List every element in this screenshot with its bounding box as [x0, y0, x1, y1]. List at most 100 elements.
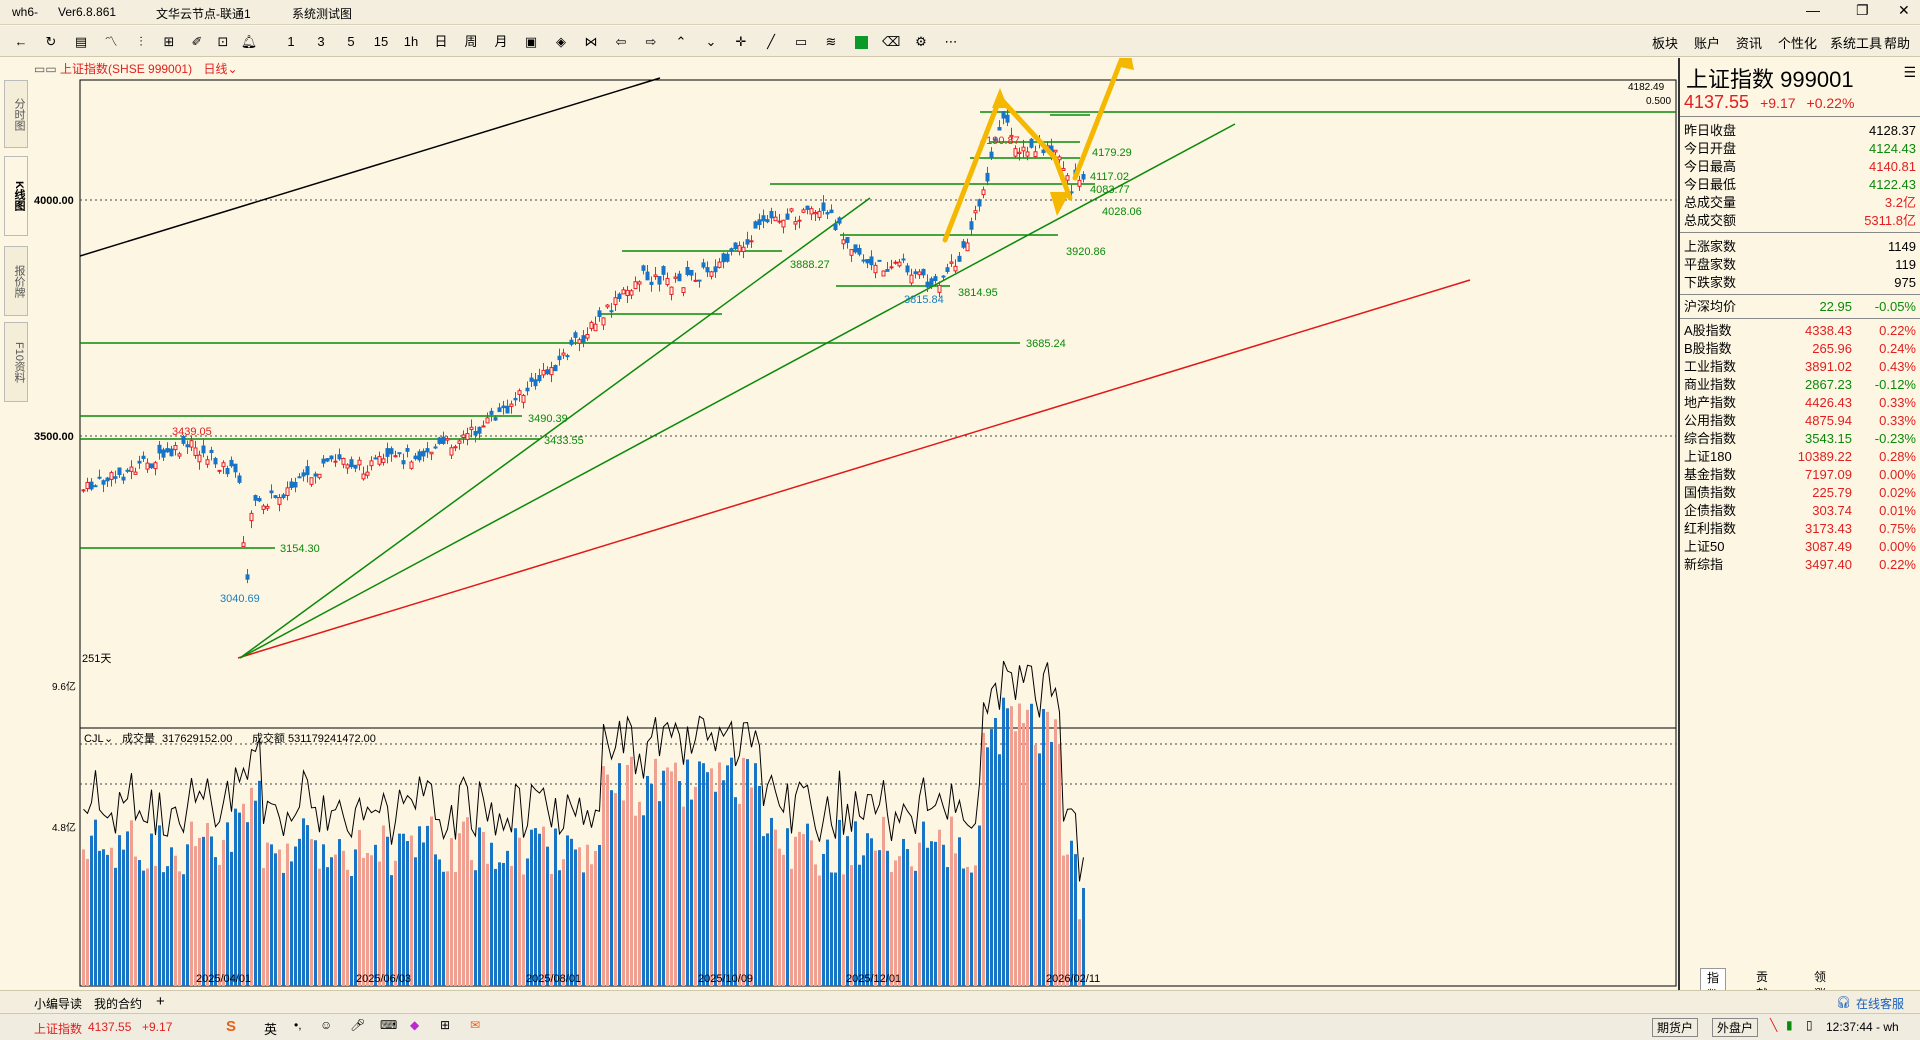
- tools-icon[interactable]: ✉: [470, 1018, 481, 1032]
- period-month[interactable]: 月: [494, 34, 508, 49]
- volume-bar: [454, 872, 457, 986]
- color-icon[interactable]: [852, 33, 870, 51]
- candle: [649, 281, 654, 285]
- minimize-button[interactable]: —: [1806, 2, 1820, 18]
- menu-news[interactable]: 资讯: [1736, 36, 1763, 51]
- period-1h[interactable]: 1h: [403, 34, 419, 49]
- mic-icon[interactable]: 🎤︎: [350, 1018, 366, 1032]
- add-button[interactable]: +: [156, 993, 165, 1010]
- next-icon[interactable]: ⇨: [645, 34, 657, 49]
- index-row[interactable]: 新综指 3497.40 0.22%: [1680, 554, 1920, 576]
- period-15[interactable]: 15: [373, 34, 389, 49]
- vol-chevron-icon[interactable]: ⌄: [104, 733, 113, 745]
- volume-bar: [994, 718, 997, 986]
- eraser-icon[interactable]: ⌫: [882, 34, 901, 49]
- candle: [185, 444, 190, 448]
- keyboard-icon[interactable]: ⌨: [380, 1018, 398, 1032]
- index-row[interactable]: 国债指数 225.79 0.02%: [1680, 482, 1920, 504]
- ime-logo-icon[interactable]: S: [226, 1018, 237, 1035]
- kline-chart[interactable]: 4000.00 3500.00 251天 9.6亿 4.8亿 4190.87 4…: [0, 58, 1678, 990]
- period-5[interactable]: 5: [347, 34, 355, 49]
- menu-personal[interactable]: 个性化: [1778, 36, 1818, 51]
- index-row[interactable]: 商业指数 2867.23 -0.12%: [1680, 374, 1920, 396]
- settings-icon[interactable]: ⚙: [915, 34, 927, 49]
- symbol-label[interactable]: 上证指数(SHSE 999001): [60, 62, 193, 76]
- tab-timeshare[interactable]: 分时图: [4, 80, 28, 148]
- back-icon[interactable]: ←: [14, 34, 28, 49]
- candle: [281, 494, 286, 498]
- zoom-icon[interactable]: ◈: [556, 34, 566, 49]
- draw-icon[interactable]: ✐: [191, 34, 203, 49]
- external-account-button[interactable]: 外盘户: [1712, 1018, 1759, 1037]
- my-contracts-link[interactable]: 我的合约: [94, 997, 143, 1011]
- index-row[interactable]: 工业指数 3891.02 0.43%: [1680, 356, 1920, 378]
- menu-icon[interactable]: ☰: [1903, 64, 1916, 80]
- candle: [449, 447, 454, 456]
- refresh-icon[interactable]: ↻: [45, 34, 57, 49]
- wave-icon[interactable]: ≋: [825, 34, 837, 49]
- headset-icon[interactable]: 🎧︎: [1836, 995, 1852, 1009]
- punctuation-icon[interactable]: •,: [294, 1018, 302, 1032]
- index-row[interactable]: 上证50 3087.49 0.00%: [1680, 536, 1920, 558]
- ime-language[interactable]: 英: [264, 1022, 278, 1037]
- index-value: 10389.22: [1797, 449, 1852, 464]
- index-row[interactable]: 红利指数 3173.43 0.75%: [1680, 518, 1920, 540]
- index-row[interactable]: 地产指数 4426.43 0.33%: [1680, 392, 1920, 414]
- crosshair-icon[interactable]: ✛: [735, 34, 747, 49]
- index-pct: 0.01%: [1879, 503, 1916, 518]
- more-icon[interactable]: ⋯: [944, 34, 958, 49]
- period-3[interactable]: 3: [317, 34, 325, 49]
- index-row[interactable]: 上证180 10389.22 0.28%: [1680, 446, 1920, 468]
- futures-account-button[interactable]: 期货户: [1652, 1018, 1699, 1037]
- down-icon[interactable]: ⌄: [705, 34, 717, 49]
- fit-icon[interactable]: ⋈: [584, 34, 598, 49]
- rect-tool-icon[interactable]: ▭: [794, 34, 808, 49]
- candle: [369, 460, 374, 467]
- grid-icon[interactable]: ⊞: [163, 34, 175, 49]
- chevron-down-icon[interactable]: ⌄: [227, 62, 238, 76]
- index-row[interactable]: 综合指数 3543.15 -0.23%: [1680, 428, 1920, 450]
- arrow-head-3: [1116, 58, 1134, 70]
- index-row[interactable]: B股指数 265.96 0.24%: [1680, 338, 1920, 360]
- service-link[interactable]: 在线客服: [1856, 997, 1905, 1011]
- apps-icon[interactable]: ⊞: [440, 1018, 451, 1032]
- split-icon[interactable]: ⫶: [139, 34, 143, 49]
- candle: [973, 210, 978, 214]
- tab-f10[interactable]: F10资料: [4, 322, 28, 402]
- menu-help[interactable]: 帮助: [1884, 36, 1911, 51]
- calendar-icon[interactable]: ▣: [524, 34, 538, 49]
- tab-quote-board[interactable]: 报价牌: [4, 246, 28, 316]
- up-icon[interactable]: ⌃: [675, 34, 687, 49]
- tab-kline[interactable]: K线图: [4, 156, 28, 236]
- period-1[interactable]: 1: [287, 34, 295, 49]
- candle: [721, 253, 726, 263]
- emoji-icon[interactable]: ☺: [320, 1018, 333, 1032]
- label-3888: 3888.27: [790, 259, 830, 271]
- guide-link[interactable]: 小编导读: [34, 997, 83, 1011]
- volume-bar: [1010, 706, 1013, 986]
- prev-icon[interactable]: ⇦: [615, 34, 627, 49]
- index-row[interactable]: 公用指数 4875.94 0.33%: [1680, 410, 1920, 432]
- menu-sector[interactable]: 板块: [1652, 36, 1679, 51]
- chart-line-icon[interactable]: 〽: [104, 34, 118, 49]
- select-icon[interactable]: ⊡: [217, 34, 229, 49]
- alert-icon[interactable]: 🔔︎: [240, 34, 258, 49]
- list-icon[interactable]: ▤: [74, 34, 88, 49]
- volume-bar: [202, 836, 205, 986]
- candle: [813, 211, 818, 215]
- period-day[interactable]: 日: [434, 34, 448, 49]
- index-row[interactable]: A股指数 4338.43 0.22%: [1680, 320, 1920, 342]
- vol-indicator[interactable]: CJL: [84, 733, 104, 745]
- period-selector[interactable]: 日线: [203, 62, 228, 76]
- volume-bar: [414, 857, 417, 986]
- menu-account[interactable]: 账户: [1694, 36, 1721, 51]
- period-week[interactable]: 周: [464, 34, 478, 49]
- menu-tools[interactable]: 系统工具: [1830, 36, 1883, 51]
- index-row[interactable]: 企债指数 303.74 0.01%: [1680, 500, 1920, 522]
- skin-icon[interactable]: ◆: [410, 1018, 420, 1032]
- candle: [953, 265, 958, 272]
- line-tool-icon[interactable]: ╱: [767, 34, 775, 49]
- close-button[interactable]: ✕: [1898, 2, 1910, 18]
- restore-button[interactable]: ❐: [1856, 2, 1869, 18]
- index-row[interactable]: 基金指数 7197.09 0.00%: [1680, 464, 1920, 486]
